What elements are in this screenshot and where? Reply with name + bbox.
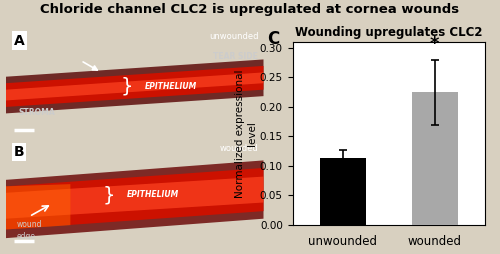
Text: unwounded: unwounded [209,33,258,41]
Polygon shape [6,66,264,107]
Polygon shape [6,161,264,238]
Text: C: C [268,30,280,49]
Text: STROMA: STROMA [19,108,56,117]
Text: }: } [103,185,115,204]
Text: A: A [14,34,24,47]
Bar [412,92,458,225]
Text: *: * [430,35,440,53]
Text: EPITHELIUM: EPITHELIUM [127,190,180,199]
Polygon shape [6,72,264,100]
Y-axis label: Normalized expressional
level: Normalized expressional level [236,69,257,198]
Text: B: B [14,145,24,159]
Polygon shape [6,177,264,219]
Bar [320,158,366,225]
Text: wounded: wounded [220,144,258,153]
Text: EPITHELIUM: EPITHELIUM [145,82,198,91]
Text: Chloride channel CLC2 is upregulated at cornea wounds: Chloride channel CLC2 is upregulated at … [40,3,460,15]
Title: Wounding upregulates CLC2: Wounding upregulates CLC2 [295,26,482,39]
Text: edge: edge [16,232,36,241]
Text: TEAR SIDE: TEAR SIDE [214,52,258,61]
Text: }: } [121,77,134,96]
Polygon shape [6,184,70,230]
Polygon shape [6,168,264,230]
Polygon shape [6,59,264,113]
Text: wound: wound [16,220,42,229]
